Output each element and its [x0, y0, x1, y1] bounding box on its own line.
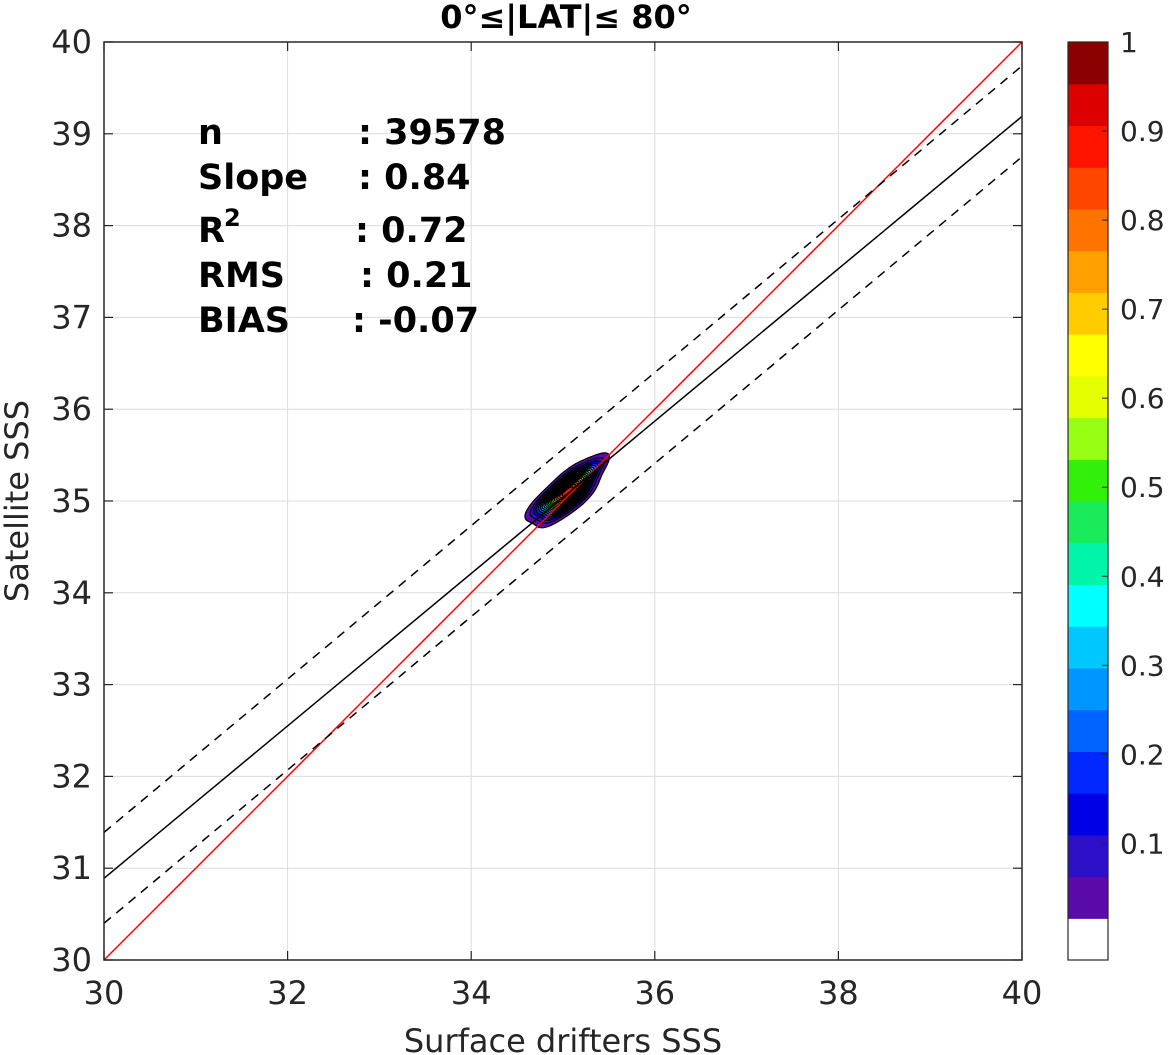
colorbar-tick-label: 0.7 [1120, 293, 1165, 326]
y-tick-label: 37 [51, 298, 92, 336]
colorbar-tick-label: 0.6 [1120, 382, 1165, 415]
y-tick-label: 35 [51, 482, 92, 520]
stat-rms-value: : 0.21 [360, 256, 473, 296]
y-tick-label: 38 [51, 207, 92, 245]
x-tick-label: 40 [1002, 974, 1043, 1012]
y-tick-label: 33 [51, 666, 92, 704]
colorbar-segment [1068, 584, 1108, 627]
x-tick-label: 30 [84, 974, 125, 1012]
colorbar [1067, 41, 1109, 961]
stat-r2-value: : 0.72 [355, 211, 468, 251]
upper-bound-line [104, 65, 1022, 833]
colorbar-segment [1068, 876, 1108, 919]
colorbar-segment [1068, 250, 1108, 293]
colorbar-tick-label: 1 [1120, 26, 1138, 59]
grid [103, 41, 1023, 961]
fit-lines [104, 42, 1022, 960]
colorbar-segment [1068, 793, 1108, 836]
colorbar-segment [1068, 709, 1108, 752]
colorbar-segment [1068, 167, 1108, 210]
colorbar-segment [1068, 125, 1108, 168]
colorbar-tick-label: 0.2 [1120, 738, 1165, 771]
colorbar-tick-label: 0.5 [1120, 471, 1165, 504]
colorbar-segment [1068, 667, 1108, 711]
y-tick-label: 32 [51, 757, 92, 795]
colorbar-tick-labels: 0.1 0.2 0.3 0.4 0.5 0.6 0.7 0.8 0.9 1 [1120, 26, 1165, 860]
colorbar-segment [1068, 918, 1108, 961]
colorbar-segment [1068, 334, 1108, 377]
density-contours [524, 452, 611, 529]
colorbar-segment [1068, 751, 1108, 794]
stat-r2-superscript: 2 [224, 204, 241, 232]
colorbar-segment [1068, 292, 1108, 335]
colorbar-tick-label: 0.9 [1120, 115, 1165, 148]
y-tick-label: 40 [51, 23, 92, 61]
y-tick-label: 31 [51, 849, 92, 887]
lower-bound-line [104, 156, 1022, 924]
colorbar-segment [1068, 42, 1108, 85]
stat-n-label: n [198, 113, 223, 153]
colorbar-segment [1068, 417, 1108, 460]
stat-n-value: : 39578 [358, 113, 506, 153]
colorbar-segment [1068, 501, 1108, 544]
colorbar-frame [1067, 41, 1109, 961]
x-tick-label: 32 [267, 974, 308, 1012]
y-tick-label: 30 [51, 941, 92, 979]
y-tick-label: 34 [51, 574, 92, 612]
stat-rms-label: RMS [198, 256, 285, 296]
y-tick-label: 39 [51, 115, 92, 153]
x-axis-label: Surface drifters SSS [404, 1022, 722, 1055]
chart-title: 0°≤|LAT|≤ 80° [440, 0, 691, 37]
colorbar-segment [1068, 208, 1108, 252]
colorbar-tick-label: 0.1 [1120, 827, 1165, 860]
colorbar-tick-label: 0.4 [1120, 560, 1165, 593]
stat-slope-value: : 0.84 [358, 158, 471, 198]
x-tick-label: 34 [451, 974, 492, 1012]
stat-bias-value: : -0.07 [352, 301, 479, 341]
stat-bias-label: BIAS [198, 301, 290, 341]
y-tick-labels: 30 31 32 33 34 35 36 37 38 39 40 [51, 23, 92, 979]
x-tick-labels: 30 32 34 36 38 40 [84, 974, 1043, 1012]
colorbar-segment [1068, 834, 1108, 878]
x-tick-label: 36 [634, 974, 675, 1012]
x-tick-label: 38 [818, 974, 859, 1012]
colorbar-segment [1068, 83, 1108, 127]
identity-line [104, 42, 1022, 960]
stats-box: n : 39578 Slope : 0.84 R 2 : 0.72 RMS : … [198, 113, 506, 341]
colorbar-segment [1068, 542, 1108, 586]
regression-line [104, 115, 1022, 879]
colorbar-tick-label: 0.3 [1120, 649, 1165, 682]
colorbar-tick-label: 0.8 [1120, 204, 1165, 237]
stat-r2-label: R [198, 211, 225, 251]
stat-slope-label: Slope [198, 158, 308, 198]
y-axis-label: Satellite SSS [0, 400, 36, 602]
colorbar-segment [1068, 375, 1108, 419]
y-tick-label: 36 [51, 390, 92, 428]
colorbar-segment [1068, 459, 1108, 502]
axis-ticks [103, 41, 1023, 961]
colorbar-segment [1068, 626, 1108, 669]
